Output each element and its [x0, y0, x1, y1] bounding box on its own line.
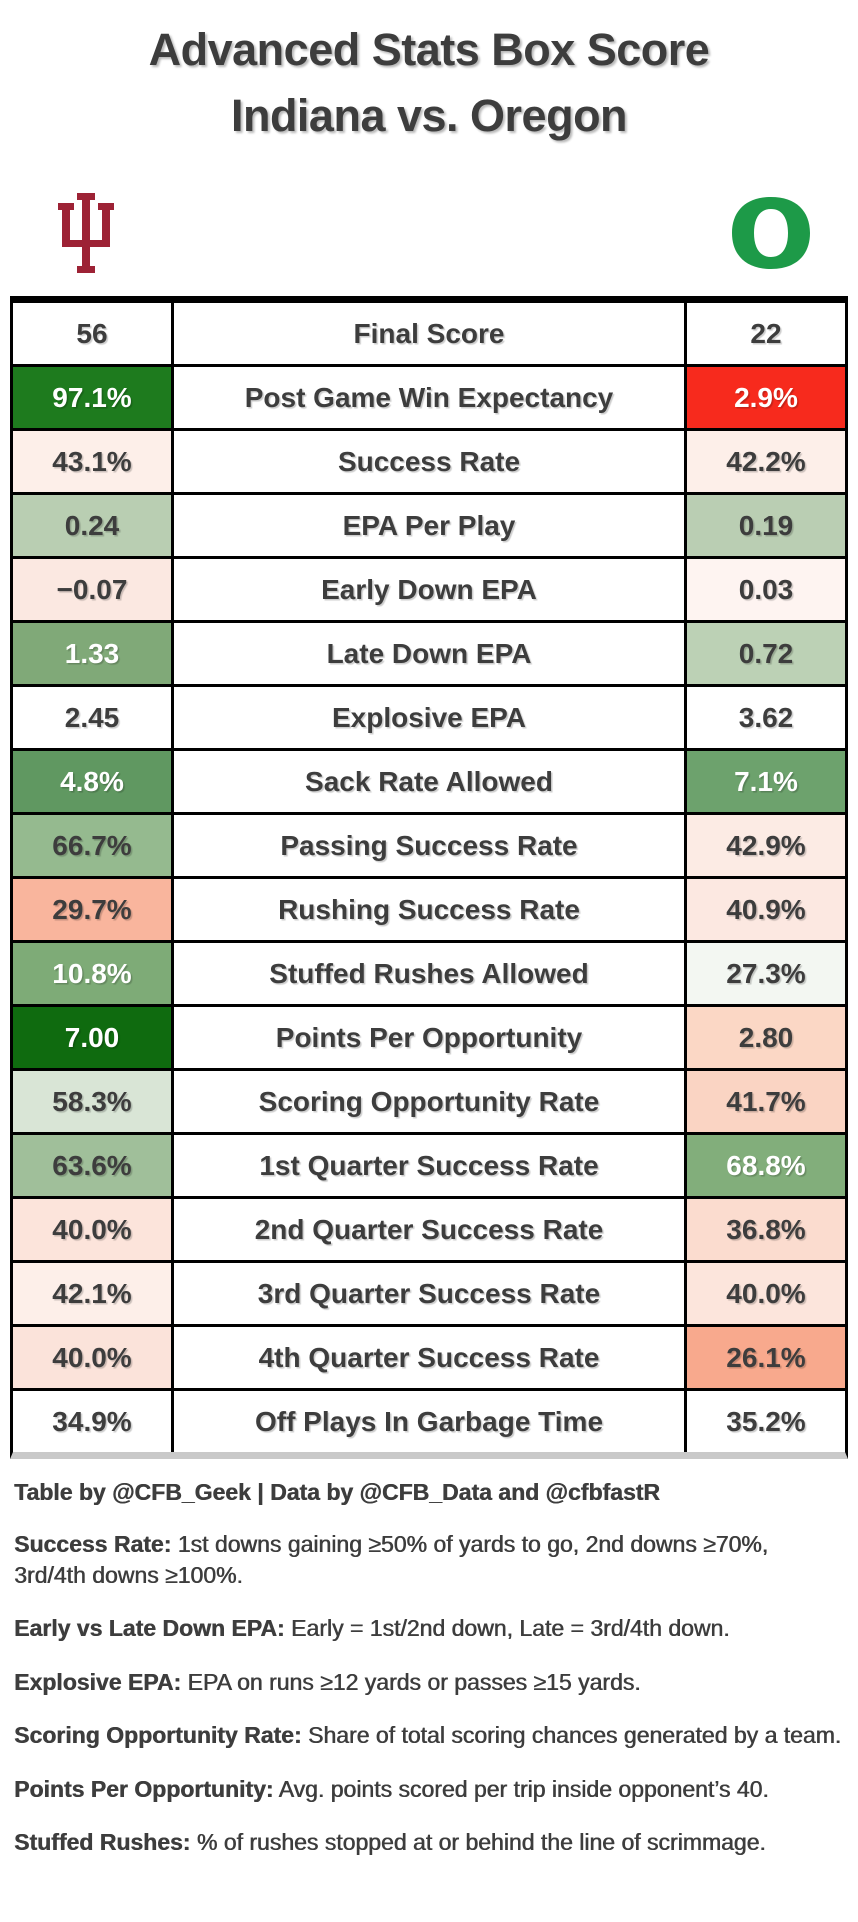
table-row: 63.6% 1st Quarter Success Rate 68.8% [13, 1132, 845, 1196]
table-row: −0.07 Early Down EPA 0.03 [13, 556, 845, 620]
table-row: 58.3% Scoring Opportunity Rate 41.7% [13, 1068, 845, 1132]
stat-value-indiana: 66.7% [13, 815, 171, 876]
footnote-scoring-opportunity: Scoring Opportunity Rate: Share of total… [14, 1720, 844, 1751]
page-title: Advanced Stats Box Score [148, 24, 710, 75]
stat-value-indiana: 4.8% [13, 751, 171, 812]
table-row: 0.24 EPA Per Play 0.19 [13, 492, 845, 556]
stat-value-indiana: −0.07 [13, 559, 171, 620]
table-row: 56 Final Score 22 [13, 303, 845, 364]
stat-label: Success Rate [171, 431, 687, 492]
table-row: 43.1% Success Rate 42.2% [13, 428, 845, 492]
stat-value-indiana: 97.1% [13, 367, 171, 428]
stat-value-indiana: 42.1% [13, 1263, 171, 1324]
table-row: 2.45 Explosive EPA 3.62 [13, 684, 845, 748]
footnote-desc: Avg. points scored per trip inside oppon… [273, 1775, 769, 1802]
stat-value-oregon: 3.62 [687, 687, 845, 748]
footnote-term: Early vs Late Down EPA: [14, 1615, 285, 1642]
stat-label: Stuffed Rushes Allowed [171, 943, 687, 1004]
stat-label: 2nd Quarter Success Rate [171, 1199, 687, 1260]
stat-value-indiana: 7.00 [13, 1007, 171, 1068]
stat-value-indiana: 10.8% [13, 943, 171, 1004]
table-row: 34.9% Off Plays In Garbage Time 35.2% [13, 1388, 845, 1452]
stat-value-indiana: 43.1% [13, 431, 171, 492]
stat-label: Late Down EPA [171, 623, 687, 684]
table-row: 29.7% Rushing Success Rate 40.9% [13, 876, 845, 940]
table-row: 97.1% Post Game Win Expectancy 2.9% [13, 364, 845, 428]
footnote-desc: EPA on runs ≥12 yards or passes ≥15 yard… [181, 1668, 641, 1695]
stat-value-oregon: 68.8% [687, 1135, 845, 1196]
table-row: 40.0% 2nd Quarter Success Rate 36.8% [13, 1196, 845, 1260]
table-row: 1.33 Late Down EPA 0.72 [13, 620, 845, 684]
footnote-term: Explosive EPA: [14, 1668, 182, 1695]
footnote-desc: Share of total scoring chances generated… [301, 1722, 842, 1749]
footnote-desc: % of rushes stopped at or behind the lin… [190, 1829, 766, 1856]
stat-value-oregon: 40.9% [687, 879, 845, 940]
stat-value-oregon: 42.2% [687, 431, 845, 492]
table-row: 66.7% Passing Success Rate 42.9% [13, 812, 845, 876]
footnote-term: Stuffed Rushes: [14, 1829, 191, 1856]
stat-label: Scoring Opportunity Rate [171, 1071, 687, 1132]
stat-value-oregon: 35.2% [687, 1391, 845, 1452]
stat-value-oregon: 27.3% [687, 943, 845, 1004]
stat-value-oregon: 36.8% [687, 1199, 845, 1260]
stat-value-indiana: 0.24 [13, 495, 171, 556]
footnote-success-rate: Success Rate: 1st downs gaining ≥50% of … [14, 1529, 844, 1590]
footnote-term: Scoring Opportunity Rate: [14, 1722, 302, 1749]
stat-label: Post Game Win Expectancy [171, 367, 687, 428]
footnote-term: Points Per Opportunity: [14, 1775, 274, 1802]
footnote-points-per-opportunity: Points Per Opportunity: Avg. points scor… [14, 1774, 844, 1805]
stat-value-indiana: 29.7% [13, 879, 171, 940]
footnote-explosive-epa: Explosive EPA: EPA on runs ≥12 yards or … [14, 1667, 844, 1698]
stat-value-oregon: 0.03 [687, 559, 845, 620]
matchup-subtitle: Indiana vs. Oregon [230, 90, 628, 141]
stat-value-oregon: 0.19 [687, 495, 845, 556]
stat-value-indiana: 40.0% [13, 1199, 171, 1260]
team-logos-row [58, 192, 810, 274]
stat-label: Passing Success Rate [171, 815, 687, 876]
stat-value-oregon: 26.1% [687, 1327, 845, 1388]
stat-label: Rushing Success Rate [171, 879, 687, 940]
stat-value-oregon: 7.1% [687, 751, 845, 812]
stat-label: Points Per Opportunity [171, 1007, 687, 1068]
stat-value-indiana: 2.45 [13, 687, 171, 748]
table-row: 4.8% Sack Rate Allowed 7.1% [13, 748, 845, 812]
stat-value-indiana: 1.33 [13, 623, 171, 684]
indiana-logo-icon [58, 193, 114, 273]
stat-value-oregon: 22 [687, 303, 845, 364]
stat-value-indiana: 63.6% [13, 1135, 171, 1196]
stat-value-indiana: 40.0% [13, 1327, 171, 1388]
stat-value-oregon: 0.72 [687, 623, 845, 684]
stat-value-indiana: 56 [13, 303, 171, 364]
footnote-stuffed-rushes: Stuffed Rushes: % of rushes stopped at o… [14, 1827, 844, 1858]
advanced-stats-table: 56 Final Score 22 97.1% Post Game Win Ex… [10, 296, 848, 1459]
stat-value-oregon: 41.7% [687, 1071, 845, 1132]
stat-label: Explosive EPA [171, 687, 687, 748]
footnote-term: Success Rate: [14, 1531, 172, 1557]
stat-label: 1st Quarter Success Rate [171, 1135, 687, 1196]
stat-value-indiana: 34.9% [13, 1391, 171, 1452]
stat-label: Off Plays In Garbage Time [171, 1391, 687, 1452]
credit-line: Table by @CFB_Geek | Data by @CFB_Data a… [14, 1479, 660, 1505]
footer-notes: Table by @CFB_Geek | Data by @CFB_Data a… [14, 1479, 844, 1858]
stat-label: 4th Quarter Success Rate [171, 1327, 687, 1388]
table-row: 42.1% 3rd Quarter Success Rate 40.0% [13, 1260, 845, 1324]
table-row: 40.0% 4th Quarter Success Rate 26.1% [13, 1324, 845, 1388]
stat-label: Early Down EPA [171, 559, 687, 620]
table-row: 10.8% Stuffed Rushes Allowed 27.3% [13, 940, 845, 1004]
stat-label: EPA Per Play [171, 495, 687, 556]
stat-value-oregon: 42.9% [687, 815, 845, 876]
stat-label: 3rd Quarter Success Rate [171, 1263, 687, 1324]
footnote-desc: Early = 1st/2nd down, Late = 3rd/4th dow… [284, 1615, 730, 1642]
stat-value-oregon: 2.80 [687, 1007, 845, 1068]
footnote-desc: 1st downs gaining ≥50% of yards to go, 2… [14, 1531, 769, 1588]
stat-value-oregon: 2.9% [687, 367, 845, 428]
stat-label: Sack Rate Allowed [171, 751, 687, 812]
stat-label: Final Score [171, 303, 687, 364]
footnote-early-late-epa: Early vs Late Down EPA: Early = 1st/2nd … [14, 1613, 844, 1644]
oregon-logo-icon [732, 197, 810, 269]
stat-value-indiana: 58.3% [13, 1071, 171, 1132]
table-row: 7.00 Points Per Opportunity 2.80 [13, 1004, 845, 1068]
stat-value-oregon: 40.0% [687, 1263, 845, 1324]
